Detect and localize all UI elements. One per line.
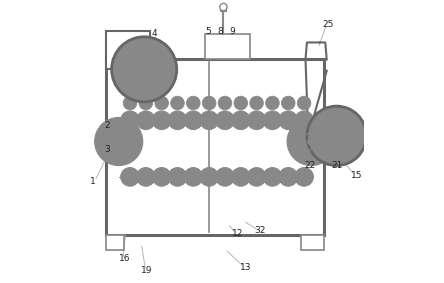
Text: 13: 13 bbox=[240, 263, 252, 272]
Circle shape bbox=[263, 168, 282, 186]
Text: 21: 21 bbox=[331, 161, 342, 170]
Text: 19: 19 bbox=[141, 266, 153, 275]
Text: 8: 8 bbox=[218, 27, 223, 36]
Text: 1: 1 bbox=[91, 177, 96, 186]
Circle shape bbox=[139, 96, 153, 110]
Text: 3: 3 bbox=[104, 145, 110, 155]
Text: 22: 22 bbox=[304, 161, 315, 170]
Circle shape bbox=[254, 118, 258, 122]
Text: 25: 25 bbox=[322, 20, 334, 29]
Circle shape bbox=[266, 96, 279, 110]
Circle shape bbox=[247, 168, 266, 186]
Circle shape bbox=[216, 111, 234, 130]
Circle shape bbox=[231, 168, 250, 186]
Circle shape bbox=[121, 168, 139, 186]
Circle shape bbox=[293, 123, 329, 160]
Circle shape bbox=[207, 118, 211, 122]
Circle shape bbox=[295, 168, 313, 186]
Circle shape bbox=[175, 175, 179, 179]
Circle shape bbox=[254, 175, 258, 179]
Bar bbox=[106, 59, 324, 235]
Circle shape bbox=[170, 96, 184, 110]
Circle shape bbox=[279, 111, 297, 130]
Circle shape bbox=[216, 168, 234, 186]
Circle shape bbox=[191, 175, 195, 179]
Text: 9: 9 bbox=[229, 27, 235, 36]
Circle shape bbox=[302, 175, 306, 179]
Circle shape bbox=[100, 123, 137, 160]
Circle shape bbox=[111, 37, 177, 102]
Text: 32: 32 bbox=[254, 226, 266, 235]
Circle shape bbox=[297, 96, 311, 110]
Circle shape bbox=[168, 111, 187, 130]
Circle shape bbox=[123, 96, 137, 110]
Circle shape bbox=[168, 168, 187, 186]
Circle shape bbox=[234, 96, 248, 110]
Circle shape bbox=[152, 168, 171, 186]
Bar bbox=[106, 31, 150, 69]
Text: 5: 5 bbox=[205, 27, 211, 36]
Circle shape bbox=[144, 118, 148, 122]
Circle shape bbox=[231, 111, 250, 130]
Circle shape bbox=[155, 96, 168, 110]
Circle shape bbox=[200, 168, 218, 186]
Circle shape bbox=[184, 168, 202, 186]
Text: 15: 15 bbox=[351, 171, 362, 180]
Circle shape bbox=[270, 118, 274, 122]
Circle shape bbox=[223, 175, 227, 179]
Text: 2: 2 bbox=[104, 121, 110, 130]
Circle shape bbox=[128, 175, 132, 179]
Circle shape bbox=[160, 118, 164, 122]
Circle shape bbox=[286, 118, 290, 122]
Circle shape bbox=[115, 138, 122, 145]
Circle shape bbox=[286, 175, 290, 179]
Circle shape bbox=[121, 111, 139, 130]
Circle shape bbox=[200, 111, 218, 130]
Circle shape bbox=[247, 111, 266, 130]
Circle shape bbox=[279, 168, 297, 186]
Text: 12: 12 bbox=[232, 229, 243, 238]
Circle shape bbox=[160, 175, 164, 179]
Circle shape bbox=[191, 118, 195, 122]
Bar bbox=[106, 235, 124, 250]
Bar bbox=[301, 235, 324, 250]
Circle shape bbox=[218, 96, 232, 110]
Circle shape bbox=[136, 111, 155, 130]
Circle shape bbox=[152, 111, 171, 130]
Circle shape bbox=[298, 129, 324, 154]
Circle shape bbox=[184, 111, 202, 130]
Circle shape bbox=[142, 67, 147, 72]
Circle shape bbox=[239, 175, 243, 179]
Circle shape bbox=[263, 111, 282, 130]
Circle shape bbox=[270, 175, 274, 179]
Circle shape bbox=[223, 118, 227, 122]
Circle shape bbox=[281, 96, 295, 110]
Text: 16: 16 bbox=[119, 254, 130, 263]
Bar bbox=[205, 34, 250, 59]
Circle shape bbox=[175, 118, 179, 122]
Circle shape bbox=[186, 96, 200, 110]
Circle shape bbox=[202, 96, 216, 110]
Circle shape bbox=[136, 168, 155, 186]
Circle shape bbox=[239, 118, 243, 122]
Circle shape bbox=[308, 138, 314, 145]
Circle shape bbox=[144, 175, 148, 179]
Circle shape bbox=[128, 118, 132, 122]
Circle shape bbox=[307, 106, 366, 166]
Circle shape bbox=[106, 129, 131, 154]
Circle shape bbox=[302, 118, 306, 122]
Circle shape bbox=[295, 111, 313, 130]
Circle shape bbox=[95, 117, 143, 166]
Circle shape bbox=[250, 96, 263, 110]
Text: 4: 4 bbox=[151, 29, 157, 38]
Circle shape bbox=[334, 134, 339, 138]
Circle shape bbox=[207, 175, 211, 179]
Circle shape bbox=[287, 117, 335, 166]
